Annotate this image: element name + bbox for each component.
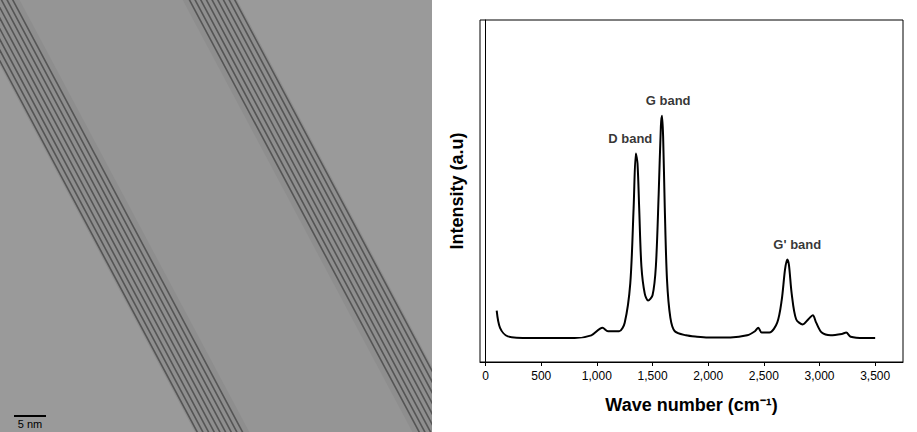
svg-text:G' band: G' band (773, 237, 821, 252)
svg-text:2,000: 2,000 (693, 369, 723, 383)
svg-text:0: 0 (482, 369, 489, 383)
svg-text:D band: D band (608, 131, 652, 146)
svg-text:1,500: 1,500 (638, 369, 668, 383)
svg-text:5 nm: 5 nm (18, 418, 42, 430)
svg-text:3,000: 3,000 (804, 369, 834, 383)
svg-text:1,000: 1,000 (582, 369, 612, 383)
svg-text:Wave number (cm⁻¹): Wave number (cm⁻¹) (605, 395, 777, 415)
svg-text:Intensity (a.u): Intensity (a.u) (447, 132, 467, 249)
svg-text:500: 500 (531, 369, 551, 383)
svg-text:2,500: 2,500 (749, 369, 779, 383)
svg-text:G band: G band (646, 93, 691, 108)
svg-text:3,500: 3,500 (860, 369, 890, 383)
